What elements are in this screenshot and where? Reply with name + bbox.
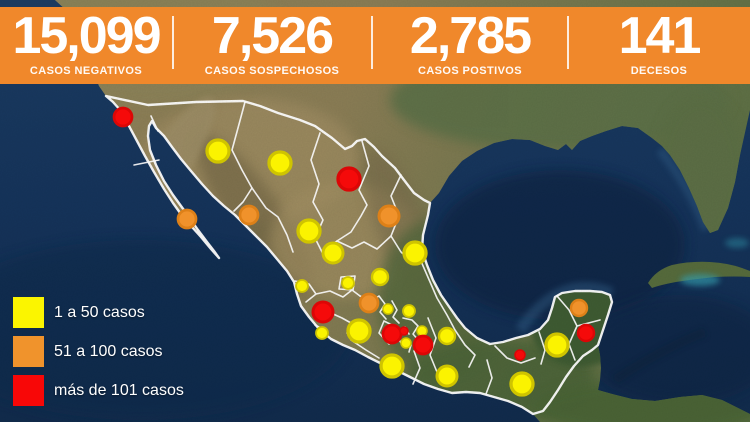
case-dot-low — [544, 332, 570, 358]
yellow-swatch — [13, 297, 44, 328]
legend-label-high: más de 101 casos — [54, 381, 184, 399]
case-dot-mid — [377, 204, 401, 228]
decesos-value: 141 — [618, 7, 702, 65]
stat-casos-sospechosos: 7,526 CASOS SOSPECHOSOS — [172, 7, 372, 84]
case-dot-low — [402, 240, 428, 266]
legend-row-low: 1 a 50 casos — [13, 297, 184, 328]
casos-positivos-value: 2,785 — [409, 7, 532, 65]
casos-positivos-label: CASOS POSTIVOS — [417, 65, 522, 77]
case-dot-high — [514, 349, 526, 361]
legend-label-low: 1 a 50 casos — [54, 303, 145, 321]
legend-label-mid: 51 a 100 casos — [54, 342, 163, 360]
case-dot-low — [295, 279, 309, 293]
case-dot-low — [400, 337, 412, 349]
case-dot-high — [381, 323, 403, 345]
case-dot-low — [315, 326, 329, 340]
case-dot-high — [399, 326, 409, 336]
casos-negativos-label: CASOS NEGATIVOS — [29, 65, 143, 77]
case-dot-low — [437, 326, 457, 346]
case-dot-high — [311, 300, 335, 324]
case-dot-low — [267, 150, 293, 176]
case-dot-low — [416, 325, 428, 337]
case-dot-low — [382, 303, 394, 315]
casos-sospechosos-label: CASOS SOSPECHOSOS — [204, 65, 340, 77]
case-dot-low — [379, 353, 405, 379]
case-dot-mid — [569, 298, 589, 318]
stat-casos-negativos: 15,099 CASOS NEGATIVOS — [0, 7, 172, 84]
red-swatch — [13, 375, 44, 406]
stats-bar: 15,099 CASOS NEGATIVOS 7,526 CASOS SOSPE… — [0, 7, 750, 84]
case-dot-low — [509, 371, 535, 397]
orange-swatch — [13, 336, 44, 367]
case-dot-mid — [238, 204, 260, 226]
casos-sospechosos-value: 7,526 — [211, 7, 334, 65]
stat-decesos: 141 DECESOS — [568, 7, 750, 84]
bar-divider — [371, 16, 373, 69]
bar-divider — [172, 16, 174, 69]
decesos-label: DECESOS — [630, 65, 688, 77]
case-dot-low — [402, 304, 416, 318]
case-dot-low — [205, 138, 231, 164]
case-dot-mid — [176, 208, 198, 230]
bar-divider — [567, 16, 569, 69]
case-dot-low — [435, 364, 459, 388]
case-dot-low — [370, 267, 390, 287]
map-legend: 1 a 50 casos 51 a 100 casos más de 101 c… — [13, 297, 184, 414]
case-dot-high — [412, 334, 434, 356]
case-dots-layer — [112, 106, 596, 397]
case-dot-low — [296, 218, 322, 244]
legend-row-high: más de 101 casos — [13, 375, 184, 406]
case-dot-high — [576, 323, 596, 343]
case-dot-mid — [358, 292, 380, 314]
case-dot-low — [346, 318, 372, 344]
case-dot-low — [321, 241, 345, 265]
stat-casos-positivos: 2,785 CASOS POSTIVOS — [372, 7, 568, 84]
legend-row-mid: 51 a 100 casos — [13, 336, 184, 367]
case-dot-high — [112, 106, 134, 128]
case-dot-low — [341, 276, 355, 290]
casos-negativos-value: 15,099 — [12, 7, 161, 65]
case-dot-high — [336, 166, 362, 192]
